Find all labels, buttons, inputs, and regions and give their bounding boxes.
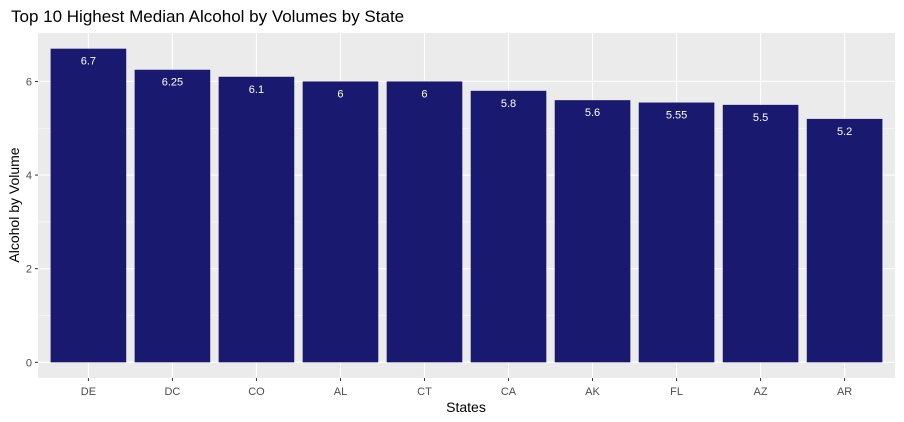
bar	[302, 81, 379, 363]
x-tick-label: AR	[837, 386, 852, 398]
x-tick-label: DE	[81, 386, 96, 398]
bar	[50, 48, 127, 363]
data-label: 6	[337, 88, 343, 100]
data-label: 5.5	[753, 112, 768, 124]
x-tick-label: CA	[501, 386, 517, 398]
bar	[386, 81, 463, 363]
x-axis: DE DC CO AL CT CA AK FL AZ AR	[81, 378, 852, 398]
data-label: 5.2	[837, 126, 852, 138]
x-tick-label: FL	[670, 386, 683, 398]
bar	[218, 76, 295, 363]
data-label: 5.8	[501, 98, 516, 110]
y-tick-label: 0	[26, 357, 32, 369]
data-label: 5.55	[666, 110, 687, 122]
x-axis-title: States	[446, 399, 486, 415]
x-tick-label: AZ	[754, 386, 768, 398]
y-axis: 0 2 4 6	[26, 76, 38, 369]
bar	[134, 69, 211, 363]
bar	[722, 104, 799, 363]
x-tick-label: CO	[248, 386, 265, 398]
y-axis-title: Alcohol by Volume	[6, 147, 22, 262]
x-tick-label: DC	[164, 386, 180, 398]
bar	[470, 90, 547, 363]
bar	[638, 102, 715, 363]
data-label: 6.25	[162, 77, 183, 89]
bar	[554, 100, 631, 363]
x-tick-label: CT	[417, 386, 432, 398]
y-tick-label: 4	[26, 170, 32, 182]
y-tick-label: 6	[26, 76, 32, 88]
x-tick-label: AK	[585, 386, 600, 398]
bar	[806, 118, 883, 363]
data-label: 6.1	[249, 84, 264, 96]
data-label: 6	[421, 88, 427, 100]
data-label: 6.7	[81, 56, 96, 68]
bars	[50, 48, 883, 363]
y-tick-label: 2	[26, 264, 32, 276]
data-labels: 6.7 6.25 6.1 6 6 5.8 5.6 5.55 5.5 5.2	[81, 56, 852, 138]
chart-title: Top 10 Highest Median Alcohol by Volumes…	[11, 7, 404, 26]
x-tick-label: AL	[334, 386, 347, 398]
data-label: 5.6	[585, 107, 600, 119]
